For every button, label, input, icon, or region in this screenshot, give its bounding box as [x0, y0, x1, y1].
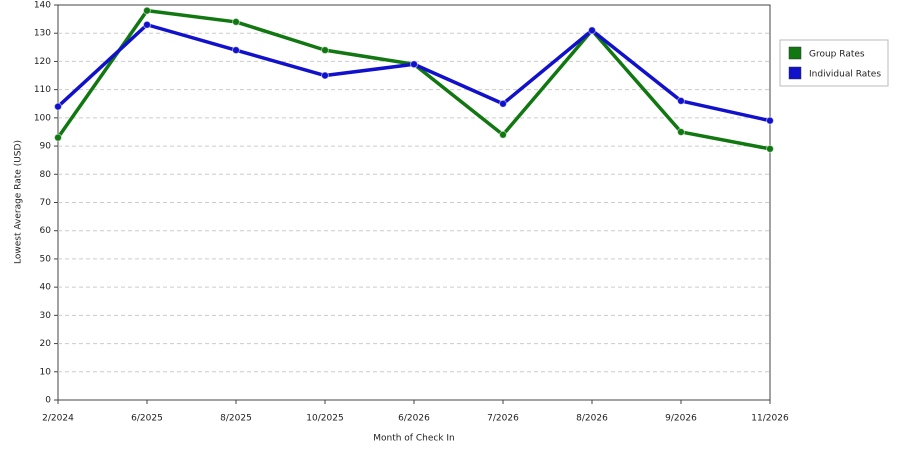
point [54, 102, 62, 111]
y-tick-label: 130 [34, 29, 51, 39]
y-tick-label: 100 [34, 113, 51, 123]
point [54, 133, 62, 142]
y-tick-label: 70 [40, 198, 52, 208]
legend-label: Group Rates [809, 50, 865, 60]
point [766, 144, 774, 153]
x-tick-label: 6/2025 [131, 414, 163, 424]
y-tick-label: 120 [34, 57, 51, 67]
legend-label: Individual Rates [809, 70, 881, 80]
point [677, 127, 685, 136]
point [766, 116, 774, 125]
x-tick-label: 7/2026 [487, 414, 519, 424]
plot-area [57, 4, 771, 401]
x-axis-label: Month of Check In [373, 434, 455, 444]
x-tick-label: 10/2025 [306, 414, 343, 424]
point [588, 26, 596, 35]
y-tick-label: 140 [34, 1, 51, 11]
y-tick-label: 90 [40, 142, 52, 152]
y-tick-label: 40 [40, 283, 52, 293]
y-tick-label: 10 [40, 367, 52, 377]
x-tick-label: 11/2026 [751, 414, 789, 424]
y-tick-label: 0 [45, 396, 51, 406]
x-tick-label: 9/2026 [665, 414, 697, 424]
legend-swatch [788, 46, 802, 60]
point [232, 46, 240, 55]
y-tick-label: 60 [40, 226, 52, 236]
point [410, 60, 418, 69]
point [232, 17, 240, 26]
y-tick-label: 80 [40, 170, 52, 180]
y-tick-label: 110 [34, 85, 51, 95]
point [143, 6, 151, 15]
x-tick-label: 8/2026 [576, 414, 608, 424]
y-tick-label: 50 [40, 254, 52, 264]
point [499, 130, 507, 139]
x-tick-label: 2/2024 [42, 414, 74, 424]
point [321, 71, 329, 80]
x-tick-label: 6/2026 [398, 414, 430, 424]
x-tick-label: 8/2025 [220, 414, 252, 424]
legend-swatch [788, 66, 802, 80]
point [499, 99, 507, 108]
point [677, 96, 685, 105]
point [143, 20, 151, 29]
point [321, 46, 329, 55]
y-axis-label: Lowest Average Rate (USD) [14, 140, 24, 264]
y-tick-label: 20 [40, 339, 52, 349]
y-tick-label: 30 [40, 311, 52, 321]
